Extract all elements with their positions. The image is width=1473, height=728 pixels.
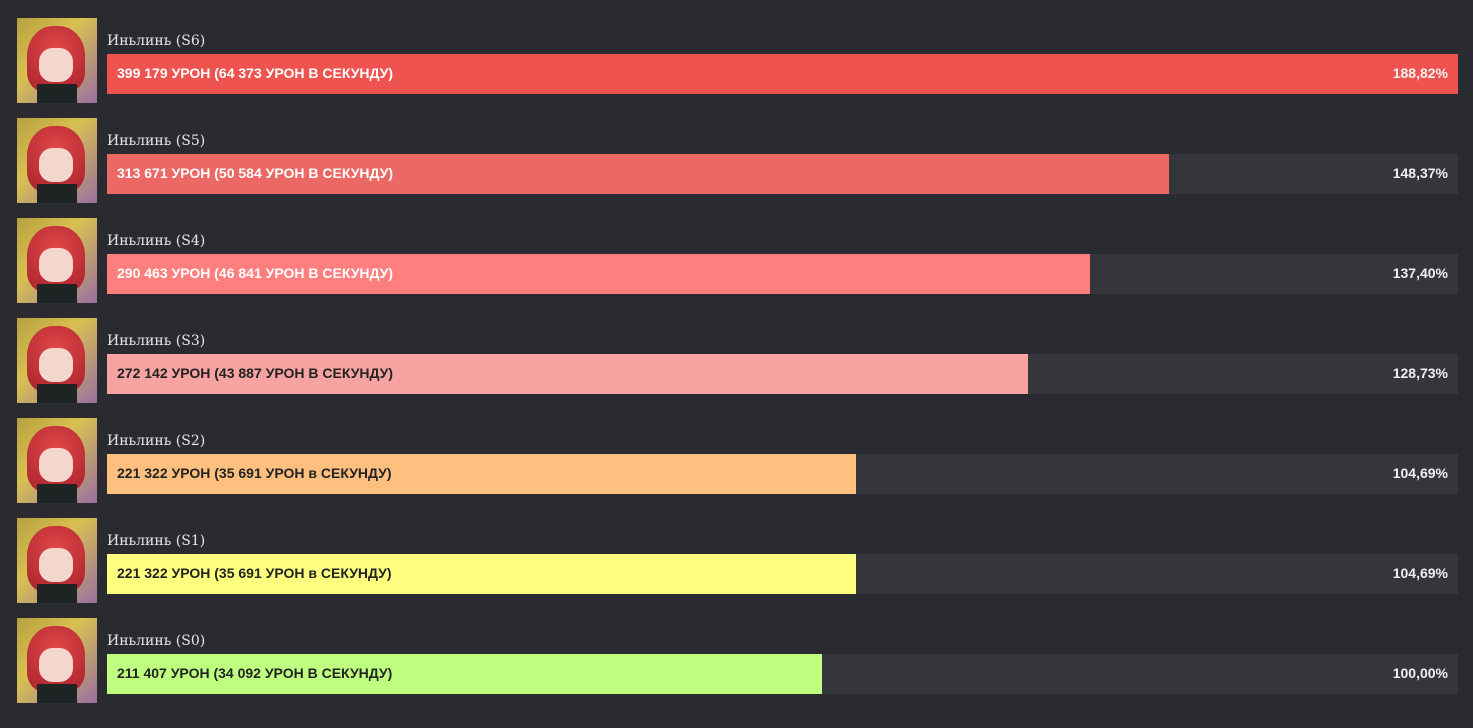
bar-percent-label: 148,37% [1392,165,1448,181]
bar [107,54,1458,94]
character-avatar [17,218,97,303]
bar-row: Иньлинь (S3) 272 142 УРОН (43 887 УРОН В… [17,318,1458,403]
bar-row: Иньлинь (S1) 221 322 УРОН (35 691 УРОН в… [17,518,1458,603]
bar-row: Иньлинь (S6) 399 179 УРОН (64 373 УРОН В… [17,18,1458,103]
bar-row: Иньлинь (S4) 290 463 УРОН (46 841 УРОН В… [17,218,1458,303]
character-avatar [17,418,97,503]
bar-category-label: Иньлинь (S3) [107,333,206,349]
bar-row: Иньлинь (S5) 313 671 УРОН (50 584 УРОН В… [17,118,1458,203]
bar-percent-label: 104,69% [1392,465,1448,481]
bar-value-label: 399 179 УРОН (64 373 УРОН В СЕКУНДУ) [117,65,394,81]
bar-track: 313 671 УРОН (50 584 УРОН В СЕКУНДУ) 148… [107,154,1458,194]
bar-category-label: Иньлинь (S4) [107,233,206,249]
bar-percent-label: 188,82% [1392,65,1448,81]
bar-row: Иньлинь (S0) 211 407 УРОН (34 092 УРОН В… [17,618,1458,703]
bar-value-label: 211 407 УРОН (34 092 УРОН В СЕКУНДУ) [117,665,393,681]
bar-value-label: 221 322 УРОН (35 691 УРОН в СЕКУНДУ) [117,565,392,581]
bar [107,354,1029,394]
bar-category-label: Иньлинь (S1) [107,533,206,549]
character-avatar [17,618,97,703]
bar-category-label: Иньлинь (S2) [107,433,206,449]
bar [107,654,823,694]
bar-track: 399 179 УРОН (64 373 УРОН В СЕКУНДУ) 188… [107,54,1458,94]
bar-track: 221 322 УРОН (35 691 УРОН в СЕКУНДУ) 104… [107,554,1458,594]
bar-row: Иньлинь (S2) 221 322 УРОН (35 691 УРОН в… [17,418,1458,503]
character-avatar [17,18,97,103]
bar-category-label: Иньлинь (S0) [107,633,206,649]
bar [107,254,1091,294]
character-avatar [17,518,97,603]
character-avatar [17,318,97,403]
bar-track: 211 407 УРОН (34 092 УРОН В СЕКУНДУ) 100… [107,654,1458,694]
bar-track: 290 463 УРОН (46 841 УРОН В СЕКУНДУ) 137… [107,254,1458,294]
bar-percent-label: 128,73% [1392,365,1448,381]
bar-category-label: Иньлинь (S5) [107,133,206,149]
bar-track: 272 142 УРОН (43 887 УРОН В СЕКУНДУ) 128… [107,354,1458,394]
bar [107,454,857,494]
bar-percent-label: 137,40% [1392,265,1448,281]
bar [107,154,1169,194]
bar-value-label: 313 671 УРОН (50 584 УРОН В СЕКУНДУ) [117,165,394,181]
bar-category-label: Иньлинь (S6) [107,33,206,49]
bar-value-label: 221 322 УРОН (35 691 УРОН в СЕКУНДУ) [117,465,392,481]
bar-value-label: 272 142 УРОН (43 887 УРОН В СЕКУНДУ) [117,365,394,381]
character-avatar [17,118,97,203]
bar [107,554,857,594]
bar-track: 221 322 УРОН (35 691 УРОН в СЕКУНДУ) 104… [107,454,1458,494]
bar-percent-label: 100,00% [1392,665,1448,681]
bar-value-label: 290 463 УРОН (46 841 УРОН В СЕКУНДУ) [117,265,394,281]
bar-percent-label: 104,69% [1392,565,1448,581]
